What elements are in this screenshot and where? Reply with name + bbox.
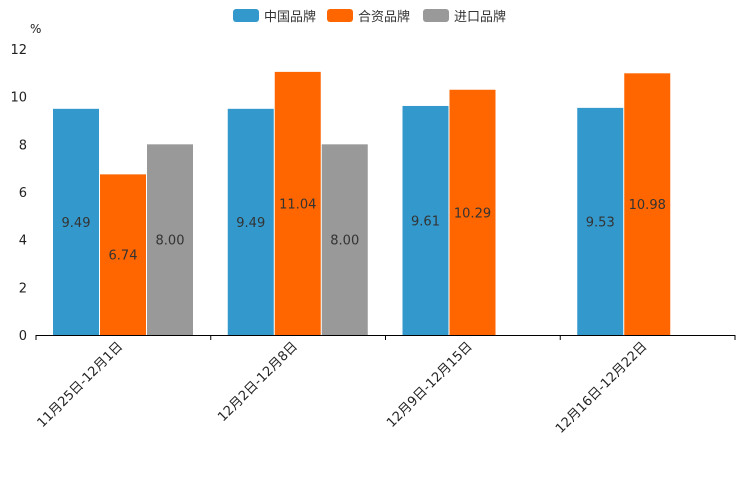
bar-series-group (53, 71, 671, 336)
bar-series-2-cat-1 (100, 174, 146, 335)
bar-value-label: 8.00 (330, 234, 359, 249)
bar-value-label: 10.98 (629, 198, 666, 213)
data-label-group: 9.49 9.49 9.61 9.53 6.74 11.04 10.29 10.98 8.00 8… (62, 197, 666, 263)
y-axis: 0 2 4 6 8 10 12 (10, 43, 27, 344)
y-tick-label: 4 (19, 234, 27, 249)
x-category-label: 11月25日-12月1日 (35, 339, 127, 431)
legend-swatch-2[interactable] (327, 9, 353, 22)
bar-value-label: 6.74 (109, 249, 138, 264)
bar-value-label: 10.29 (454, 206, 491, 221)
bar-series-2-cat-3 (449, 89, 496, 335)
y-tick-label: 10 (10, 91, 27, 106)
bar-series-3-cat-2 (321, 144, 368, 335)
bar-value-label: 8.00 (156, 234, 185, 249)
bar-series-3-cat-1 (147, 144, 193, 335)
bar-series-2-cat-2 (274, 71, 321, 335)
legend-label-1[interactable]: 中国品牌 (264, 9, 316, 25)
bar-series-1-cat-4 (577, 107, 624, 335)
y-tick-label: 0 (19, 329, 27, 344)
x-category-label: 12月9日-12月15日 (384, 339, 476, 431)
x-category-label: 12月16日-12月22日 (553, 339, 650, 436)
bar-series-1-cat-1 (53, 108, 99, 336)
x-category-label: 12月2日-12月8日 (215, 339, 301, 425)
y-tick-label: 6 (19, 186, 27, 201)
y-tick-label: 8 (19, 138, 27, 153)
bar-value-label: 9.61 (411, 214, 440, 229)
legend-swatch-3[interactable] (423, 9, 449, 22)
bar-series-1-cat-2 (227, 108, 274, 336)
y-axis-unit-label: % (30, 22, 41, 36)
bar-series-1-cat-3 (402, 105, 449, 335)
legend-label-2[interactable]: 合资品牌 (358, 9, 410, 25)
y-tick-label: 2 (19, 281, 27, 296)
bar-series-2-cat-4 (624, 73, 671, 335)
x-axis: 11月25日-12月1日 12月2日-12月8日 12月9日-12月15日 12月16… (35, 335, 736, 437)
bar-value-label: 9.49 (62, 216, 91, 231)
chart-legend: 中国品牌 合资品牌 进口品牌 (233, 9, 506, 25)
bar-value-label: 11.04 (279, 197, 316, 212)
bar-value-label: 9.49 (236, 216, 265, 231)
legend-label-3[interactable]: 进口品牌 (454, 9, 506, 25)
bar-value-label: 9.53 (586, 215, 615, 230)
legend-swatch-1[interactable] (233, 9, 259, 22)
y-tick-label: 12 (10, 43, 27, 58)
